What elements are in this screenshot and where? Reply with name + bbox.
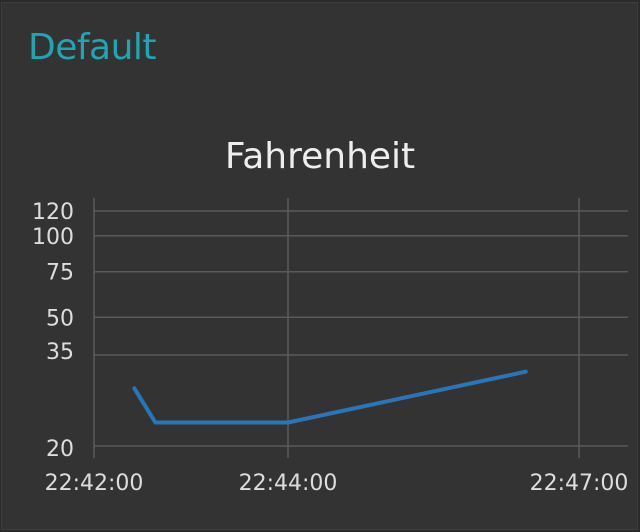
y-tick-label: 20 (46, 437, 74, 462)
y-tick-label: 100 (32, 225, 74, 250)
y-tick-label: 120 (32, 200, 74, 225)
x-gridlines (93, 198, 580, 458)
y-tick-label: 75 (46, 261, 74, 286)
y-tick-label: 35 (46, 340, 74, 365)
x-tick-label: 22:44:00 (239, 471, 338, 496)
series-group (132, 369, 528, 425)
y-tick-label: 50 (46, 306, 74, 331)
x-tick-label: 22:42:00 (45, 471, 144, 496)
series-line (132, 369, 528, 425)
y-gridlines (94, 210, 628, 447)
x-tick-labels: 22:42:00 22:44:00 22:47:00 (45, 471, 629, 496)
group-title: Default (28, 27, 157, 68)
x-tick-label: 22:47:00 (530, 471, 629, 496)
chart-title: Fahrenheit (224, 136, 416, 177)
